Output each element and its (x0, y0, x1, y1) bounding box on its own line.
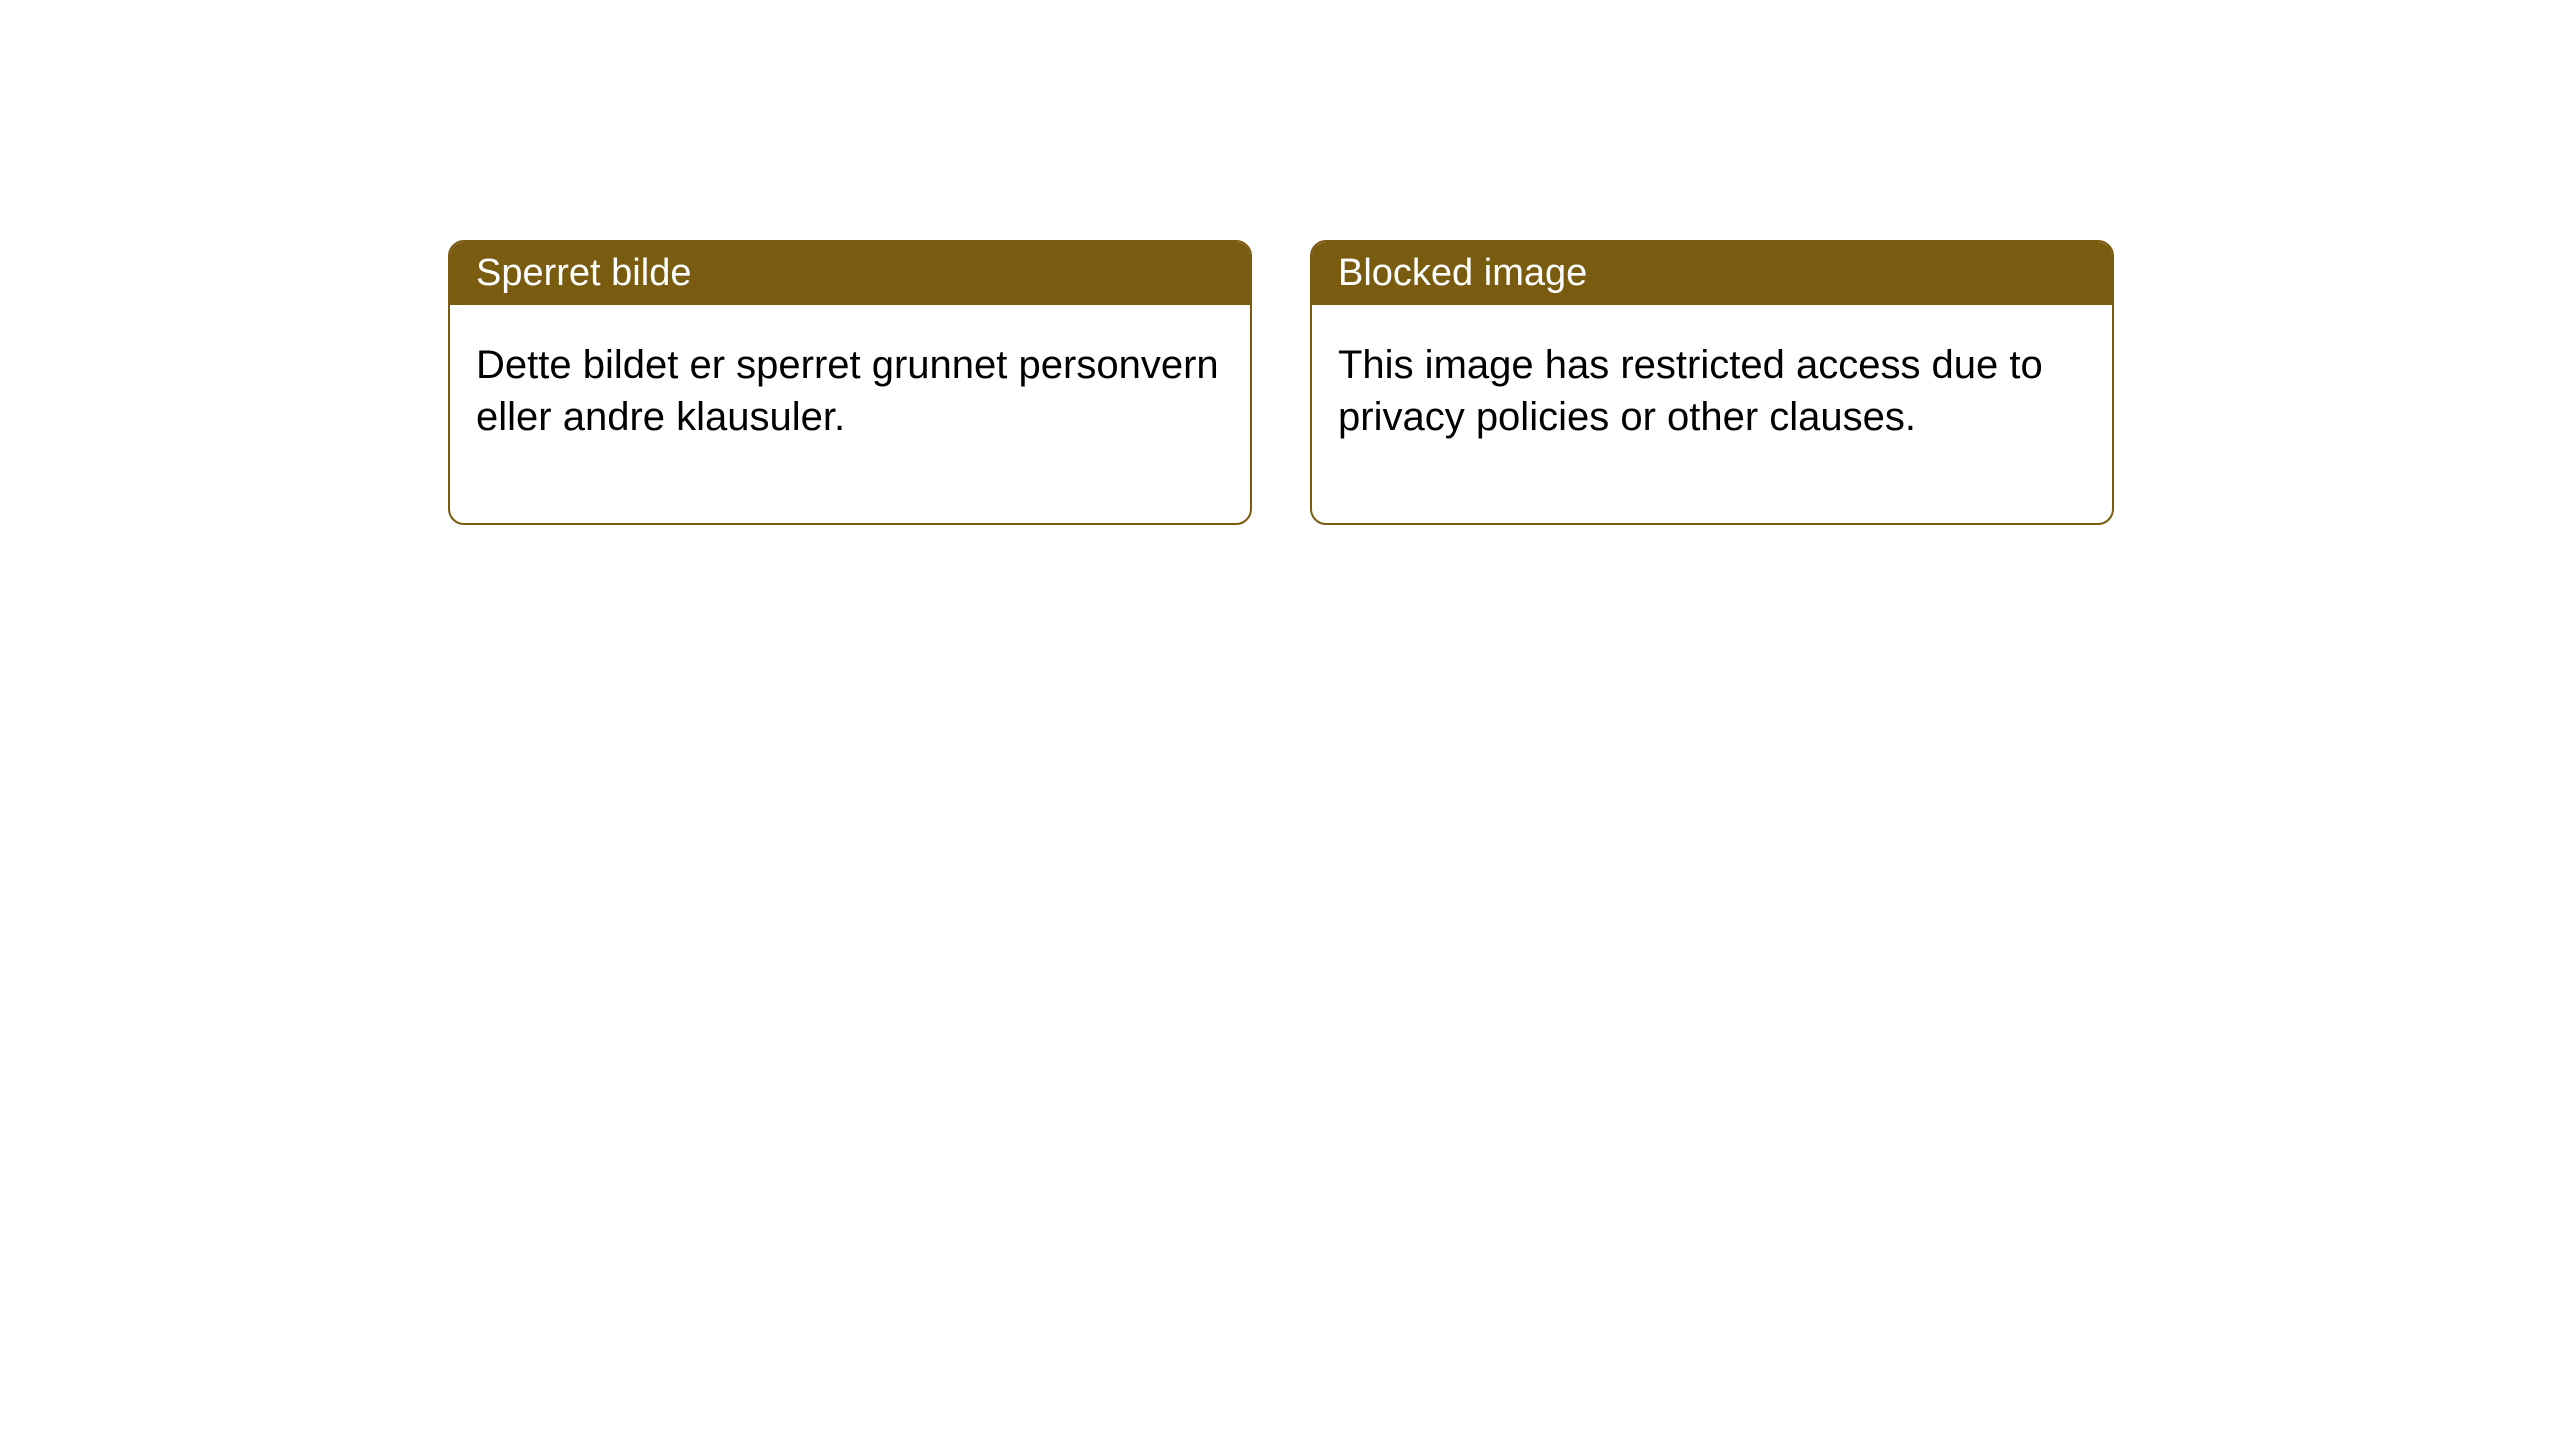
notice-header: Sperret bilde (450, 242, 1250, 305)
notice-body: Dette bildet er sperret grunnet personve… (450, 305, 1250, 523)
notice-title: Sperret bilde (476, 252, 691, 294)
notice-title: Blocked image (1338, 252, 1587, 294)
notice-card-norwegian: Sperret bilde Dette bildet er sperret gr… (448, 240, 1252, 525)
notice-message: This image has restricted access due to … (1338, 343, 2043, 439)
notice-header: Blocked image (1312, 242, 2112, 305)
notice-card-english: Blocked image This image has restricted … (1310, 240, 2114, 525)
notice-body: This image has restricted access due to … (1312, 305, 2112, 523)
notice-message: Dette bildet er sperret grunnet personve… (476, 343, 1219, 439)
notice-container: Sperret bilde Dette bildet er sperret gr… (0, 0, 2560, 525)
